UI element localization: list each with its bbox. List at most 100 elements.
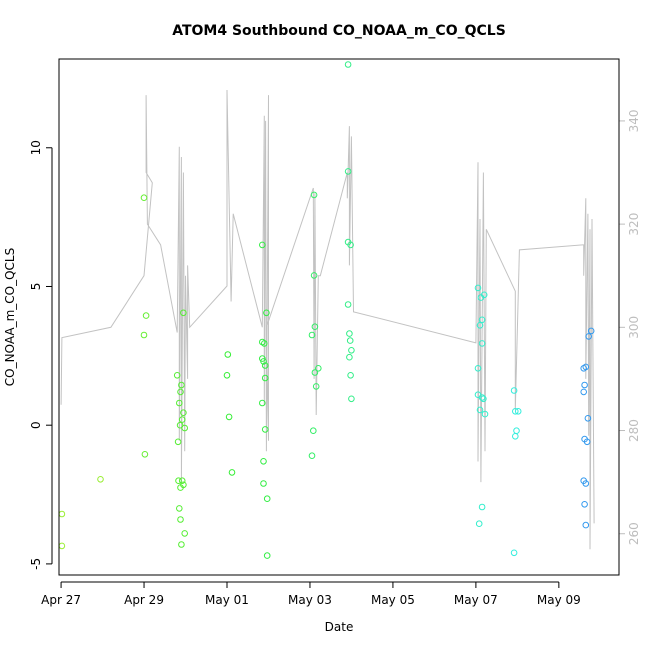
data-point bbox=[181, 424, 188, 432]
data-point bbox=[348, 347, 355, 354]
data-point bbox=[346, 353, 353, 361]
x-tick-label: May 09 bbox=[537, 593, 581, 607]
data-point bbox=[510, 387, 518, 394]
y-axis-label: CO_NOAA_m_CO_QCLS bbox=[3, 248, 17, 386]
data-point bbox=[581, 501, 588, 508]
data-point bbox=[478, 316, 486, 324]
right-axis: 260 280 300 320 340 bbox=[618, 109, 641, 545]
data-point bbox=[312, 383, 320, 390]
data-point bbox=[478, 503, 486, 511]
data-point bbox=[514, 408, 522, 415]
data-point bbox=[260, 458, 267, 465]
y-tick-label: 5 bbox=[29, 283, 43, 291]
data-point bbox=[228, 469, 236, 476]
data-point bbox=[480, 291, 488, 299]
data-point bbox=[481, 410, 489, 418]
data-point bbox=[176, 421, 184, 429]
data-point bbox=[175, 477, 182, 485]
data-point bbox=[310, 427, 317, 435]
data-point bbox=[476, 406, 484, 414]
x-tick-label: Apr 29 bbox=[124, 593, 164, 607]
x-tick-label: Apr 27 bbox=[41, 593, 81, 607]
plot-frame bbox=[58, 58, 620, 576]
data-point bbox=[259, 399, 266, 407]
data-point bbox=[142, 312, 150, 319]
data-point bbox=[259, 241, 266, 249]
data-point bbox=[58, 510, 66, 518]
data-point bbox=[261, 374, 269, 382]
data-point bbox=[224, 351, 232, 358]
right-axis-tick-label: 300 bbox=[627, 316, 641, 339]
data-point bbox=[225, 413, 233, 421]
data-point bbox=[308, 331, 316, 339]
data-point bbox=[173, 372, 181, 379]
overlay-series-line bbox=[60, 89, 595, 550]
data-point bbox=[582, 480, 590, 487]
data-point bbox=[344, 61, 352, 68]
data-point bbox=[181, 530, 188, 537]
data-point bbox=[347, 372, 354, 379]
data-point bbox=[513, 427, 520, 435]
data-point bbox=[178, 381, 185, 389]
data-point bbox=[177, 388, 184, 396]
y-tick-label: 0 bbox=[29, 421, 43, 429]
data-point bbox=[480, 395, 487, 403]
overlay-series bbox=[60, 89, 595, 550]
data-point bbox=[141, 451, 149, 458]
data-point bbox=[260, 358, 267, 365]
data-point bbox=[582, 363, 590, 371]
data-point bbox=[180, 309, 187, 317]
y-tick-label: -5 bbox=[29, 558, 43, 570]
data-point bbox=[310, 191, 318, 199]
data-point bbox=[58, 542, 66, 550]
axes: Apr 27 Apr 29 May 01 May 03 May 05 May 07 May … bbox=[29, 140, 581, 607]
data-point bbox=[176, 505, 183, 512]
data-point bbox=[510, 549, 518, 557]
data-point bbox=[311, 369, 319, 376]
data-point bbox=[263, 309, 270, 317]
data-point bbox=[178, 477, 186, 485]
data-point bbox=[582, 521, 590, 529]
data-point bbox=[261, 426, 269, 433]
right-axis-tick-label: 280 bbox=[627, 419, 641, 442]
data-point bbox=[346, 337, 354, 344]
data-point bbox=[263, 552, 271, 559]
right-axis-tick-label: 260 bbox=[627, 522, 641, 545]
x-axis-label: Date bbox=[325, 620, 354, 634]
data-point bbox=[580, 388, 588, 396]
data-point bbox=[140, 194, 148, 201]
x-tick-label: May 03 bbox=[288, 593, 332, 607]
x-tick-label: May 07 bbox=[454, 593, 498, 607]
data-point bbox=[344, 301, 352, 308]
data-point bbox=[308, 452, 316, 460]
data-point bbox=[478, 394, 486, 401]
data-point bbox=[263, 495, 271, 503]
data-point bbox=[474, 284, 482, 292]
data-point bbox=[180, 409, 187, 417]
data-point bbox=[180, 481, 187, 489]
y-tick-label: 10 bbox=[29, 140, 43, 155]
data-point bbox=[176, 399, 183, 407]
right-axis-tick-label: 320 bbox=[627, 213, 641, 236]
data-point bbox=[348, 395, 355, 403]
data-point bbox=[140, 331, 148, 339]
data-point bbox=[97, 476, 104, 483]
data-point bbox=[344, 168, 352, 175]
data-point bbox=[177, 516, 184, 523]
data-point bbox=[478, 340, 486, 347]
data-point bbox=[315, 365, 322, 372]
data-point bbox=[310, 272, 318, 279]
data-point bbox=[260, 480, 267, 487]
data-point bbox=[512, 408, 519, 415]
x-tick-label: May 01 bbox=[205, 593, 249, 607]
right-axis-tick-label: 340 bbox=[627, 109, 641, 132]
data-point bbox=[178, 416, 186, 423]
x-tick-label: May 05 bbox=[371, 593, 415, 607]
data-point bbox=[476, 322, 484, 329]
data-point bbox=[512, 433, 519, 440]
data-point bbox=[261, 340, 268, 347]
data-point bbox=[583, 438, 591, 446]
data-point bbox=[311, 323, 319, 331]
data-point bbox=[178, 541, 185, 548]
